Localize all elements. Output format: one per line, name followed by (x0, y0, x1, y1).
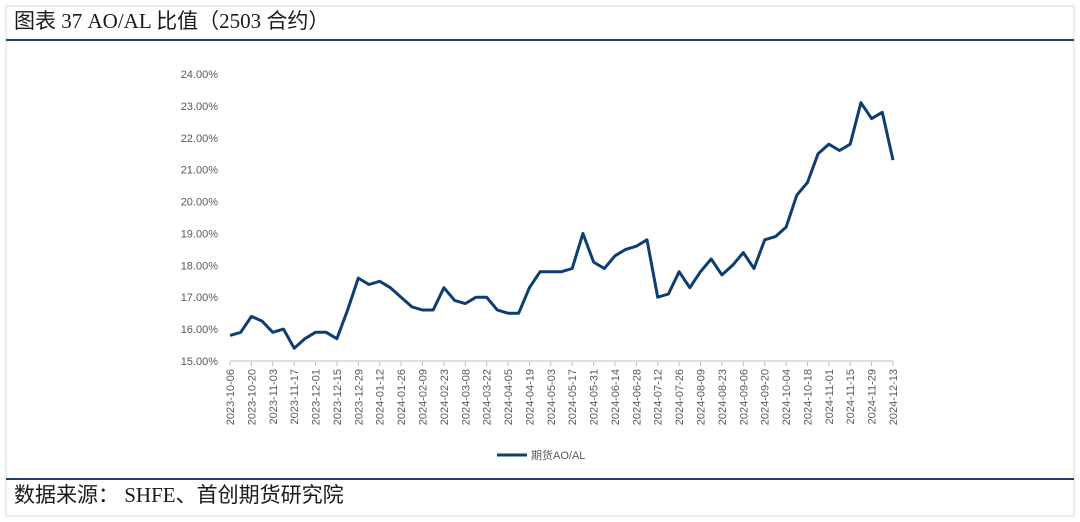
x-tick-label: 2024-08-09 (696, 369, 708, 425)
x-tick-label: 2024-11-29 (867, 369, 879, 424)
x-tick-label: 2024-10-04 (781, 369, 793, 425)
x-tick-label: 2024-03-08 (460, 369, 472, 425)
x-tick-label: 2024-09-06 (738, 369, 750, 425)
page-title: 图表 37 AO/AL 比值（2503 合约） (14, 9, 329, 33)
y-tick-label: 20.00% (181, 197, 219, 209)
x-tick-label: 2024-11-15 (845, 369, 857, 424)
y-tick-label: 24.00% (181, 69, 219, 81)
x-tick-label: 2024-01-26 (396, 369, 408, 425)
x-tick-label: 2024-02-09 (417, 369, 429, 425)
y-tick-label: 17.00% (181, 292, 219, 304)
x-tick-label: 2023-10-20 (246, 369, 258, 425)
x-tick-label: 2024-05-03 (546, 369, 558, 425)
x-tick-label: 2024-04-19 (524, 369, 536, 425)
x-tick-label: 2024-09-20 (760, 369, 772, 425)
x-tick-label: 2024-06-28 (631, 369, 643, 425)
y-tick-label: 15.00% (181, 356, 219, 368)
x-tick-label: 2024-05-17 (567, 369, 579, 425)
x-tick-label: 2024-06-14 (610, 369, 622, 425)
x-tick-label: 2024-03-22 (482, 369, 494, 425)
x-tick-label: 2024-08-23 (717, 369, 729, 425)
x-tick-label: 2024-05-31 (589, 369, 601, 425)
y-tick-label: 22.00% (181, 133, 219, 145)
legend-label: 期货AO/AL (531, 448, 585, 462)
frame (5, 5, 1075, 517)
x-tick-label: 2023-11-03 (268, 369, 280, 424)
y-tick-label: 19.00% (181, 228, 219, 240)
x-tick-label: 2024-07-12 (653, 369, 665, 425)
x-tick-label: 2023-12-01 (311, 369, 323, 425)
x-tick-label: 2024-02-23 (439, 369, 451, 425)
x-tick-label: 2023-12-29 (353, 369, 365, 425)
x-tick-label: 2024-11-01 (824, 369, 836, 424)
x-tick-label: 2024-10-18 (802, 369, 814, 425)
y-tick-label: 16.00% (181, 324, 219, 336)
x-tick-label: 2024-04-05 (503, 369, 515, 425)
y-tick-label: 18.00% (181, 260, 219, 272)
x-tick-label: 2023-10-06 (225, 369, 237, 425)
x-tick-label: 2024-07-26 (674, 369, 686, 425)
x-tick-label: 2023-11-17 (289, 369, 301, 424)
series-line (229, 101, 895, 350)
x-tick-label: 2024-01-12 (375, 369, 387, 425)
y-tick-label: 21.00% (181, 165, 219, 177)
x-tick-label: 2023-12-15 (332, 369, 344, 425)
y-tick-label: 23.00% (181, 101, 219, 113)
x-tick-label: 2024-12-13 (888, 369, 900, 425)
source-note: 数据来源： SHFE、首创期货研究院 (14, 483, 344, 507)
